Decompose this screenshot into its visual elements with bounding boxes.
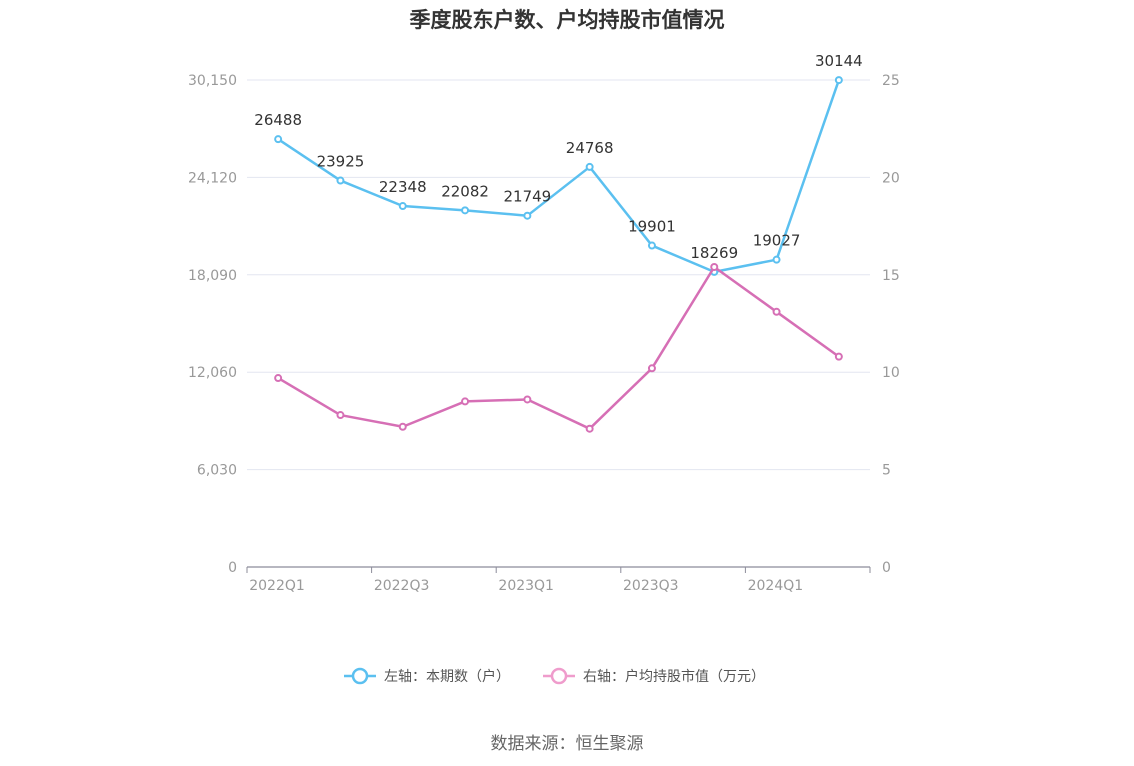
data-label: 22082 (441, 182, 489, 200)
data-point (398, 202, 407, 211)
data-source: 数据来源：恒生聚源 (490, 734, 644, 754)
right-axis-tick-label: 25 (882, 73, 900, 89)
grid-lines (247, 79, 870, 471)
legend-item-left[interactable]: 左轴：本期数（户） (344, 667, 510, 685)
data-point (523, 395, 532, 404)
chart-title: 季度股东户数、户均持股市值情况 (409, 8, 725, 32)
data-point (398, 422, 407, 431)
left-axis-tick-label: 30,150 (188, 73, 237, 89)
right-axis-tick-label: 0 (882, 560, 891, 576)
series-line-right (277, 265, 840, 430)
data-label: 26488 (254, 111, 302, 129)
data-point (274, 374, 283, 383)
data-point (336, 176, 345, 185)
series-line-left (277, 79, 841, 274)
legend-left-marker-icon (351, 667, 369, 685)
right-axis-tick-label: 20 (882, 170, 900, 186)
right-axis-tick-label: 5 (882, 463, 891, 479)
x-axis-tick-label: 2023Q1 (498, 578, 554, 594)
data-label: 23925 (317, 153, 365, 171)
data-labels: 26488 23925 22348 22082 21749 24768 19901 18269… (254, 52, 862, 262)
left-axis-tick-label: 18,090 (188, 268, 237, 284)
data-point (772, 307, 781, 316)
data-label: 30144 (815, 52, 863, 70)
data-label: 24768 (566, 139, 614, 157)
legend[interactable]: 左轴：本期数（户） 右轴：户均持股市值（万元） (344, 667, 765, 685)
data-point (710, 263, 719, 272)
right-axis-tick-label: 15 (882, 268, 900, 284)
right-axis-tick-label: 10 (882, 365, 900, 381)
data-label: 18269 (690, 244, 738, 262)
x-axis-tick-label: 2023Q3 (623, 578, 679, 594)
left-axis-tick-label: 12,060 (188, 365, 237, 381)
data-point (523, 211, 532, 220)
data-point (274, 135, 283, 144)
data-point (585, 424, 594, 433)
legend-left-label: 左轴：本期数（户） (384, 668, 510, 685)
data-label: 19027 (753, 232, 801, 250)
axes: 0 0 6,030 5 12,060 10 18,090 15 24,120 20 30,150 25… (188, 73, 900, 594)
legend-right-marker-icon (550, 667, 568, 685)
x-axis-tick-label: 2024Q1 (748, 578, 804, 594)
data-point (461, 397, 470, 406)
data-point (585, 162, 594, 171)
data-point (461, 206, 470, 215)
legend-right-label: 右轴：户均持股市值（万元） (583, 668, 765, 685)
data-label: 19901 (628, 218, 676, 236)
legend-item-right[interactable]: 右轴：户均持股市值（万元） (543, 667, 765, 685)
data-label: 22348 (379, 178, 427, 196)
x-axis-tick-label: 2022Q1 (249, 578, 305, 594)
series-layer (274, 76, 843, 433)
data-point (336, 411, 345, 420)
left-axis-tick-label: 6,030 (197, 463, 237, 479)
data-point (772, 255, 781, 264)
data-point (647, 364, 656, 373)
x-axis-tick-label: 2022Q3 (374, 578, 430, 594)
left-axis-tick-label: 24,120 (188, 170, 237, 186)
data-label: 21749 (503, 188, 551, 206)
left-axis-tick-label: 0 (228, 560, 237, 576)
data-point (834, 76, 843, 85)
data-point (834, 352, 843, 361)
data-point (647, 241, 656, 250)
